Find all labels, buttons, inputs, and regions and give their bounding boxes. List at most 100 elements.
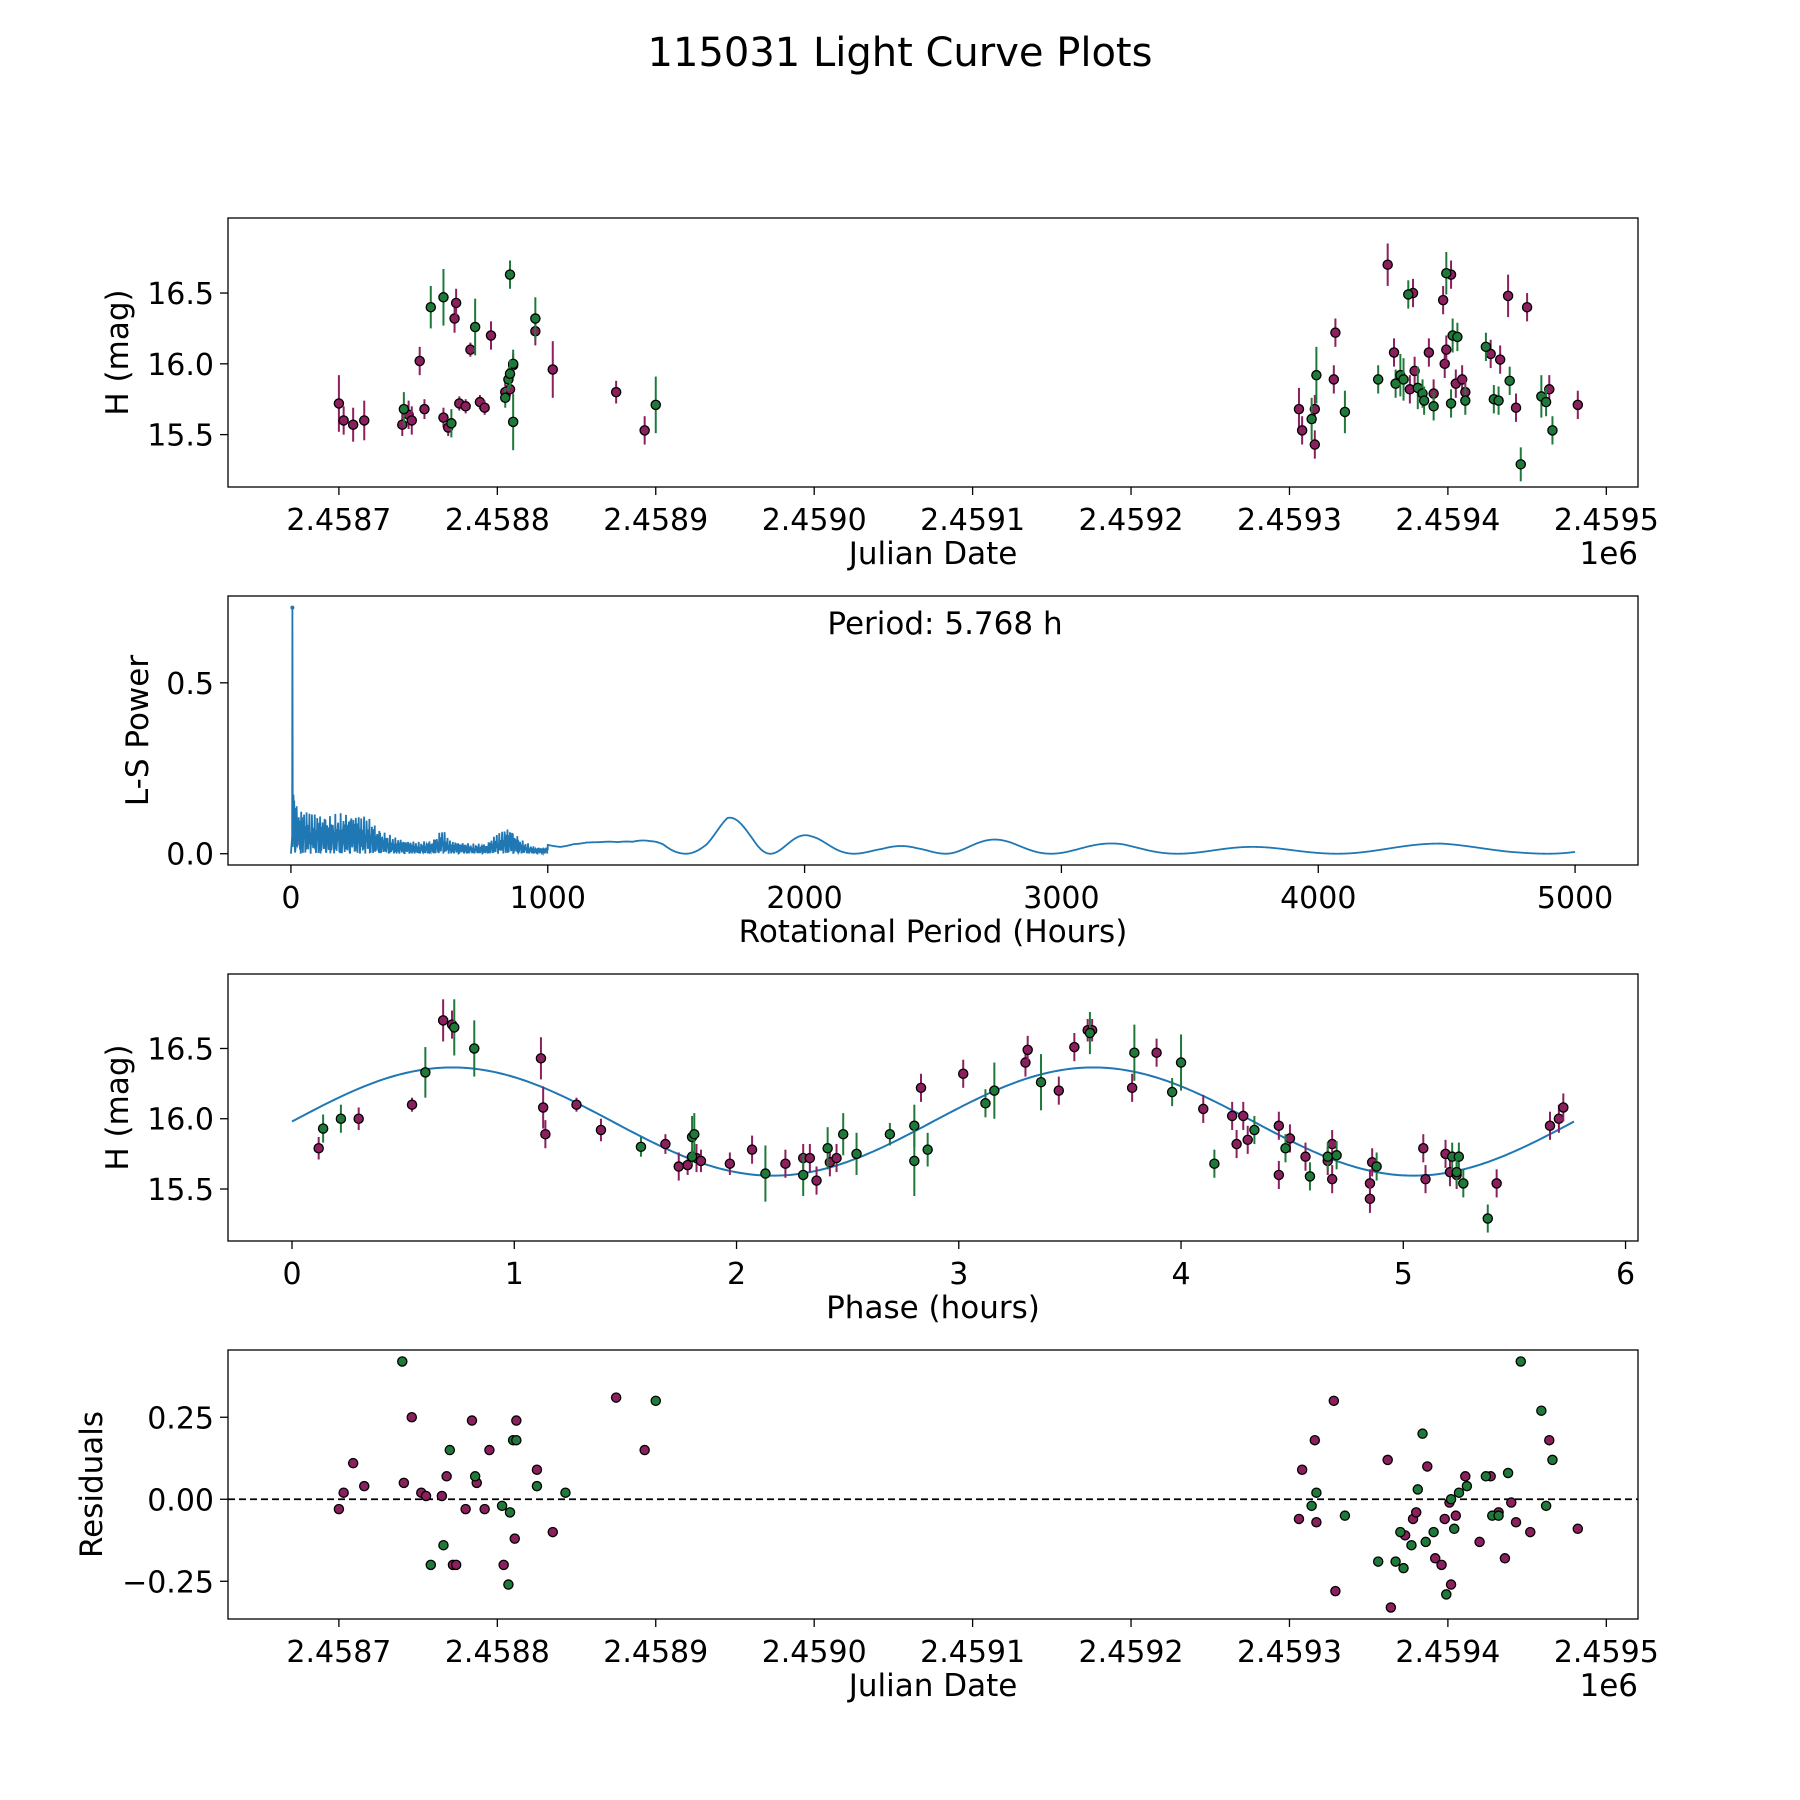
lightcurve-frame	[227, 217, 1639, 488]
residuals-point	[610, 1392, 622, 1403]
residuals-point	[547, 1526, 559, 1538]
lightcurve-point	[639, 425, 650, 436]
lightcurve-point	[1309, 439, 1321, 450]
lightcurve-point	[1437, 294, 1449, 306]
residuals-point	[1439, 1513, 1450, 1525]
phase-point	[1166, 1086, 1178, 1098]
residuals-point	[531, 1464, 543, 1475]
residuals-xtick-label: 2.4588	[445, 1635, 550, 1670]
phase-point	[449, 1022, 460, 1033]
lightcurve-point	[333, 398, 345, 409]
phase-ytick-label: 16.5	[147, 1032, 214, 1067]
periodogram-smooth-line	[546, 816, 1576, 855]
phase-point	[1151, 1047, 1162, 1058]
phase-point	[1022, 1044, 1033, 1056]
lightcurve-point	[1330, 327, 1341, 338]
phase-point	[980, 1098, 991, 1109]
residuals-point	[511, 1415, 522, 1426]
residuals-point	[511, 1434, 522, 1446]
lightcurve-xtick-label: 2.4593	[1237, 503, 1342, 538]
lightcurve-xtick-label: 2.4587	[286, 503, 391, 538]
phase-point	[1558, 1102, 1569, 1113]
lightcurve-point	[504, 368, 516, 379]
phase-point	[915, 1082, 927, 1094]
lightcurve-point	[1403, 289, 1414, 300]
lightcurve-point	[438, 412, 449, 423]
lightcurve-ytick-label: 16.0	[147, 348, 214, 383]
residuals-xtick-label: 2.4595	[1554, 1635, 1659, 1670]
residuals-axes: 2.4587 2.4588 2.4589 2.4590 2.4591 2.4592 2.45…	[74, 1349, 1659, 1704]
lightcurve-xtick-label: 2.4594	[1395, 503, 1500, 538]
residuals-point	[1572, 1523, 1584, 1535]
phase-point	[1084, 1027, 1096, 1039]
lightcurve-point	[1428, 401, 1439, 412]
residuals-point	[1445, 1494, 1457, 1505]
lightcurve-point	[1441, 267, 1452, 279]
phase-ytick-label: 15.5	[147, 1173, 214, 1208]
residuals-point	[1311, 1487, 1322, 1498]
lightcurve-point	[446, 418, 457, 429]
phase-point	[989, 1085, 1000, 1096]
periodogram-ytick-label: 0.5	[166, 667, 214, 702]
residuals-frame	[227, 1349, 1639, 1620]
residuals-point	[1330, 1585, 1341, 1597]
phase-point	[1069, 1041, 1080, 1053]
lightcurve-ytick-label: 15.5	[147, 419, 214, 454]
periodogram-xtick-label: 0	[281, 881, 300, 916]
lightcurve-point	[479, 402, 490, 413]
residuals-xtick-label: 2.4593	[1237, 1635, 1342, 1670]
phase-point	[831, 1152, 842, 1164]
phase-point	[1322, 1151, 1333, 1162]
phase-point	[540, 1128, 551, 1140]
residuals-point	[1547, 1454, 1558, 1466]
lightcurve-point	[530, 313, 541, 324]
lightcurve-point	[358, 415, 370, 426]
lightcurve-point	[425, 301, 437, 313]
residuals-xtick-label: 2.4594	[1395, 1635, 1500, 1670]
lightcurve-xtick-label: 2.4588	[445, 503, 550, 538]
phase-frame	[227, 973, 1639, 1242]
lightcurve-offset-label: 1e6	[1579, 536, 1638, 572]
phase-point	[1451, 1166, 1462, 1178]
lightcurve-point	[347, 419, 359, 430]
phase-point	[571, 1099, 582, 1110]
lightcurve-point	[419, 403, 430, 415]
phase-point	[335, 1113, 347, 1124]
residuals-point	[1410, 1507, 1422, 1518]
phase-xtick-label: 6	[1616, 1257, 1635, 1292]
phase-point	[1458, 1178, 1469, 1189]
lightcurve-points	[333, 243, 1584, 482]
residuals-point	[398, 1477, 410, 1489]
residuals-point	[531, 1480, 543, 1492]
lightcurve-point	[1328, 374, 1340, 385]
residuals-point	[1412, 1484, 1424, 1495]
phase-point	[673, 1161, 684, 1172]
lightcurve-point	[1494, 354, 1506, 365]
lightcurve-point	[1504, 375, 1515, 387]
residuals-point	[1536, 1405, 1547, 1416]
residuals-xtick-label: 2.4592	[1079, 1635, 1184, 1670]
lightcurve-point	[1510, 402, 1522, 413]
residuals-point	[1460, 1471, 1471, 1482]
phase-point	[851, 1148, 862, 1160]
residuals-point	[1311, 1516, 1322, 1528]
lightcurve-point	[1382, 259, 1393, 270]
phase-point	[420, 1067, 431, 1078]
phase-point	[689, 1128, 700, 1140]
lightcurve-point	[397, 419, 408, 430]
lightcurve-point	[1480, 341, 1492, 353]
residuals-point	[1372, 1556, 1384, 1567]
residuals-point	[1306, 1500, 1317, 1512]
phase-point	[1364, 1193, 1376, 1205]
phase-point	[682, 1159, 693, 1171]
phase-point	[822, 1143, 833, 1154]
residuals-point	[484, 1444, 495, 1456]
residuals-point	[1390, 1556, 1401, 1567]
lightcurve-point	[1398, 374, 1409, 385]
lightcurve-axes: 2.4587 2.4588 2.4589 2.4590 2.4591 2.4592 2.45…	[100, 217, 1659, 572]
residuals-xtick-label: 2.4589	[603, 1635, 708, 1670]
phase-point	[353, 1113, 364, 1124]
residuals-point	[1436, 1559, 1447, 1571]
residuals-point	[1544, 1434, 1555, 1446]
residuals-xtick-label: 2.4587	[286, 1635, 391, 1670]
